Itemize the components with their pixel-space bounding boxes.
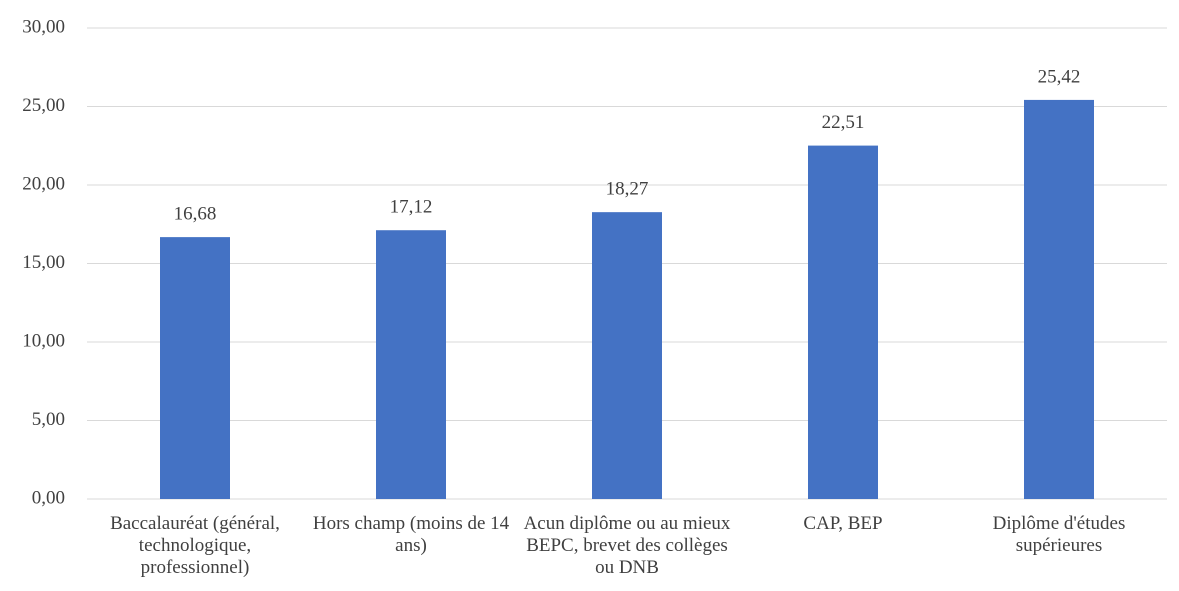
bar: [1024, 99, 1094, 499]
x-tick-label: Diplôme d'études supérieures: [992, 513, 1126, 556]
bar: [376, 230, 446, 499]
y-tick-label: 30,00: [22, 16, 65, 37]
x-tick-label: Hors champ (moins de 14 ans): [312, 513, 510, 556]
data-label: 22,51: [822, 112, 865, 133]
data-label: 25,42: [1038, 66, 1081, 87]
y-tick-label: 15,00: [22, 252, 65, 273]
x-tick-label: Acun diplôme ou au mieux BEPC, brevet de…: [523, 513, 731, 578]
data-label: 18,27: [606, 179, 649, 200]
data-label: 17,12: [390, 197, 433, 218]
y-tick-label: 10,00: [22, 330, 65, 351]
x-tick-label: Baccalauréat (général, technologique, pr…: [110, 513, 280, 578]
x-tick-label: CAP, BEP: [803, 513, 883, 534]
bar: [808, 145, 878, 499]
y-tick-label: 5,00: [32, 409, 65, 430]
y-tick-label: 25,00: [22, 95, 65, 116]
bar: [160, 237, 230, 499]
data-label: 16,68: [174, 203, 217, 224]
y-tick-label: 20,00: [22, 173, 65, 194]
bar: [592, 212, 662, 499]
y-tick-label: 0,00: [32, 487, 65, 508]
